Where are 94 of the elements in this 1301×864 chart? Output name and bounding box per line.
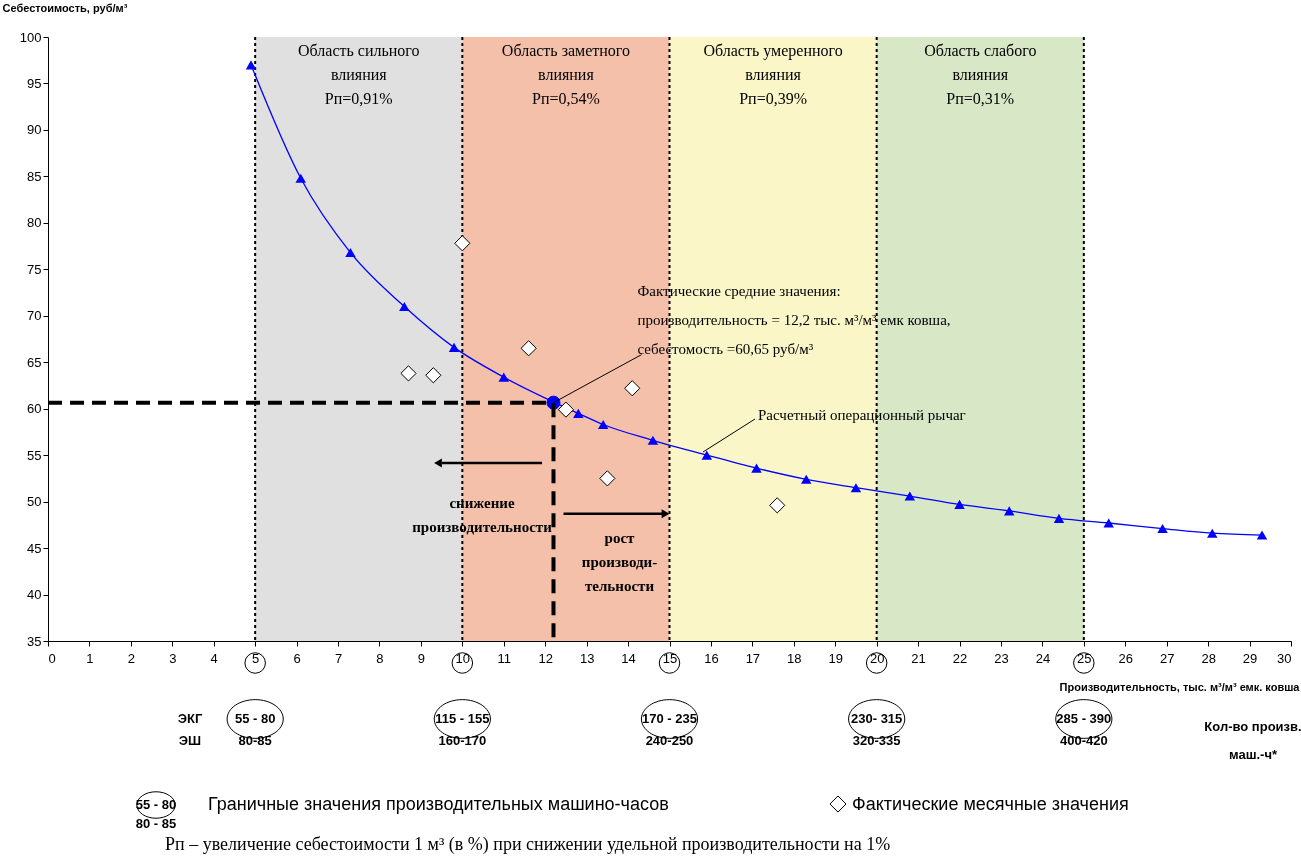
point: [573, 408, 584, 418]
x-tick-label: 6: [293, 650, 301, 666]
x-axis-title: Производительность, тыс. м³/м³ емк. ковша: [1059, 680, 1301, 693]
text: Граничные значения производительных машино-часов: [208, 794, 669, 814]
point: [701, 450, 713, 460]
point: [1157, 524, 1168, 534]
x-tick-label: 21: [911, 650, 926, 666]
x-tick-label: 13: [579, 650, 595, 666]
point: [425, 367, 442, 384]
x-tick-label: 8: [376, 650, 384, 666]
x-tick-label: 10: [455, 650, 471, 666]
x-tick-label: 14: [621, 650, 636, 666]
text: 55 - 80 80 - 85: [135, 797, 177, 831]
point: [1053, 513, 1065, 523]
x-tick-label: 3: [169, 650, 177, 666]
x-tick-label: 24: [1035, 650, 1051, 666]
y-tick-label: 70: [27, 308, 42, 324]
band-label: Область заметного влияния Рп=0,54%: [501, 42, 630, 107]
x-tick-label: 11: [497, 650, 512, 666]
y-tick-label: 35: [27, 633, 42, 649]
point: [557, 401, 574, 418]
y-tick-label: 100: [19, 29, 42, 45]
point: [599, 470, 616, 487]
point: [769, 497, 786, 514]
x-tick-label: 16: [704, 650, 719, 666]
point: [597, 419, 609, 430]
x-tick-label: 9: [417, 650, 426, 666]
y-tick-label: 55: [27, 447, 42, 463]
x-tick-label: 15: [662, 650, 678, 666]
text: ЭКГ ЭШ: [177, 711, 203, 748]
x-tick-label: 30: [1277, 650, 1292, 666]
x-tick-label: 19: [828, 650, 843, 666]
x-tick-label: 4: [210, 650, 218, 666]
y-axis-title: Себестоимость, руб/м³: [2, 1, 128, 14]
x-tick-label: 28: [1201, 650, 1216, 666]
point: [295, 173, 306, 183]
point: [520, 340, 537, 357]
point: [647, 435, 659, 445]
x-tick-label: 12: [538, 650, 553, 666]
point: [400, 365, 417, 382]
y-tick-label: 65: [27, 354, 42, 370]
annotation: рост производи- тельности: [581, 529, 658, 594]
point: [1103, 518, 1114, 528]
text: 170 - 235 240-250: [642, 711, 697, 748]
x-tick-label: 1: [86, 650, 94, 666]
x-tick-label: 18: [787, 650, 802, 666]
band-label: Область сильного влияния Рп=0,91%: [298, 42, 420, 107]
x-tick-label: 22: [952, 650, 968, 666]
x-tick-label: 27: [1159, 650, 1175, 666]
y-tick-label: 50: [27, 494, 42, 510]
text: Рп – увеличение себестоимости 1 м³ (в %) при снижении удельной производительности на 1%: [165, 834, 891, 855]
point: [1207, 528, 1218, 538]
point: [245, 60, 257, 70]
y-tick-label: 40: [27, 587, 42, 603]
y-tick-label: 85: [27, 168, 42, 184]
point: [345, 248, 356, 258]
x-tick-label: 29: [1242, 650, 1258, 666]
point: [399, 301, 410, 312]
y-tick-label: 75: [27, 261, 42, 277]
band-label: Область умеренного влияния Рп=0,39%: [703, 42, 843, 107]
x-tick-label: 20: [869, 650, 885, 666]
point: [850, 483, 862, 493]
y-tick-label: 60: [27, 401, 42, 417]
y-tick-label: 45: [27, 540, 42, 556]
text: 230- 315 320-335: [851, 711, 903, 748]
point: [498, 372, 510, 382]
x-tick-label: 26: [1118, 650, 1133, 666]
point: [751, 463, 762, 473]
point: [454, 235, 471, 252]
y-tick-label: 95: [27, 75, 42, 91]
band-label: Область слабого влияния Рп=0,31%: [924, 42, 1037, 107]
text: 115 - 155 160-170: [435, 711, 490, 748]
legend-label: Фактические месячные значения: [852, 794, 1129, 814]
text: 55 - 80 80-85: [234, 711, 276, 748]
point: [904, 491, 916, 501]
point: [448, 342, 460, 352]
x-tick-label: 7: [334, 650, 343, 666]
x-tick-label: 5: [252, 650, 260, 666]
text: 285 - 390 400-420: [1056, 711, 1112, 748]
annotation: Фактические средние значения: производительность = 12,2 тыс. м³/м³ емк ковша, себестомость =60,65 руб/м³: [637, 282, 951, 357]
text: Кол-во произв. маш.-ч*: [1204, 719, 1301, 762]
x-tick-label: 23: [994, 650, 1009, 666]
y-tick-label: 90: [27, 122, 42, 138]
point: [1256, 530, 1268, 540]
y-tick-label: 80: [27, 215, 42, 231]
text: Расчетный операционный рычаг: [758, 407, 966, 423]
x-tick-label: 25: [1077, 650, 1092, 666]
point: [624, 380, 641, 397]
point: [954, 499, 965, 509]
x-tick-label: 0: [48, 650, 56, 666]
annotation: снижение производительности: [412, 495, 553, 535]
x-tick-label: 2: [127, 650, 135, 666]
point: [800, 474, 812, 484]
x-tick-label: 17: [745, 650, 761, 666]
